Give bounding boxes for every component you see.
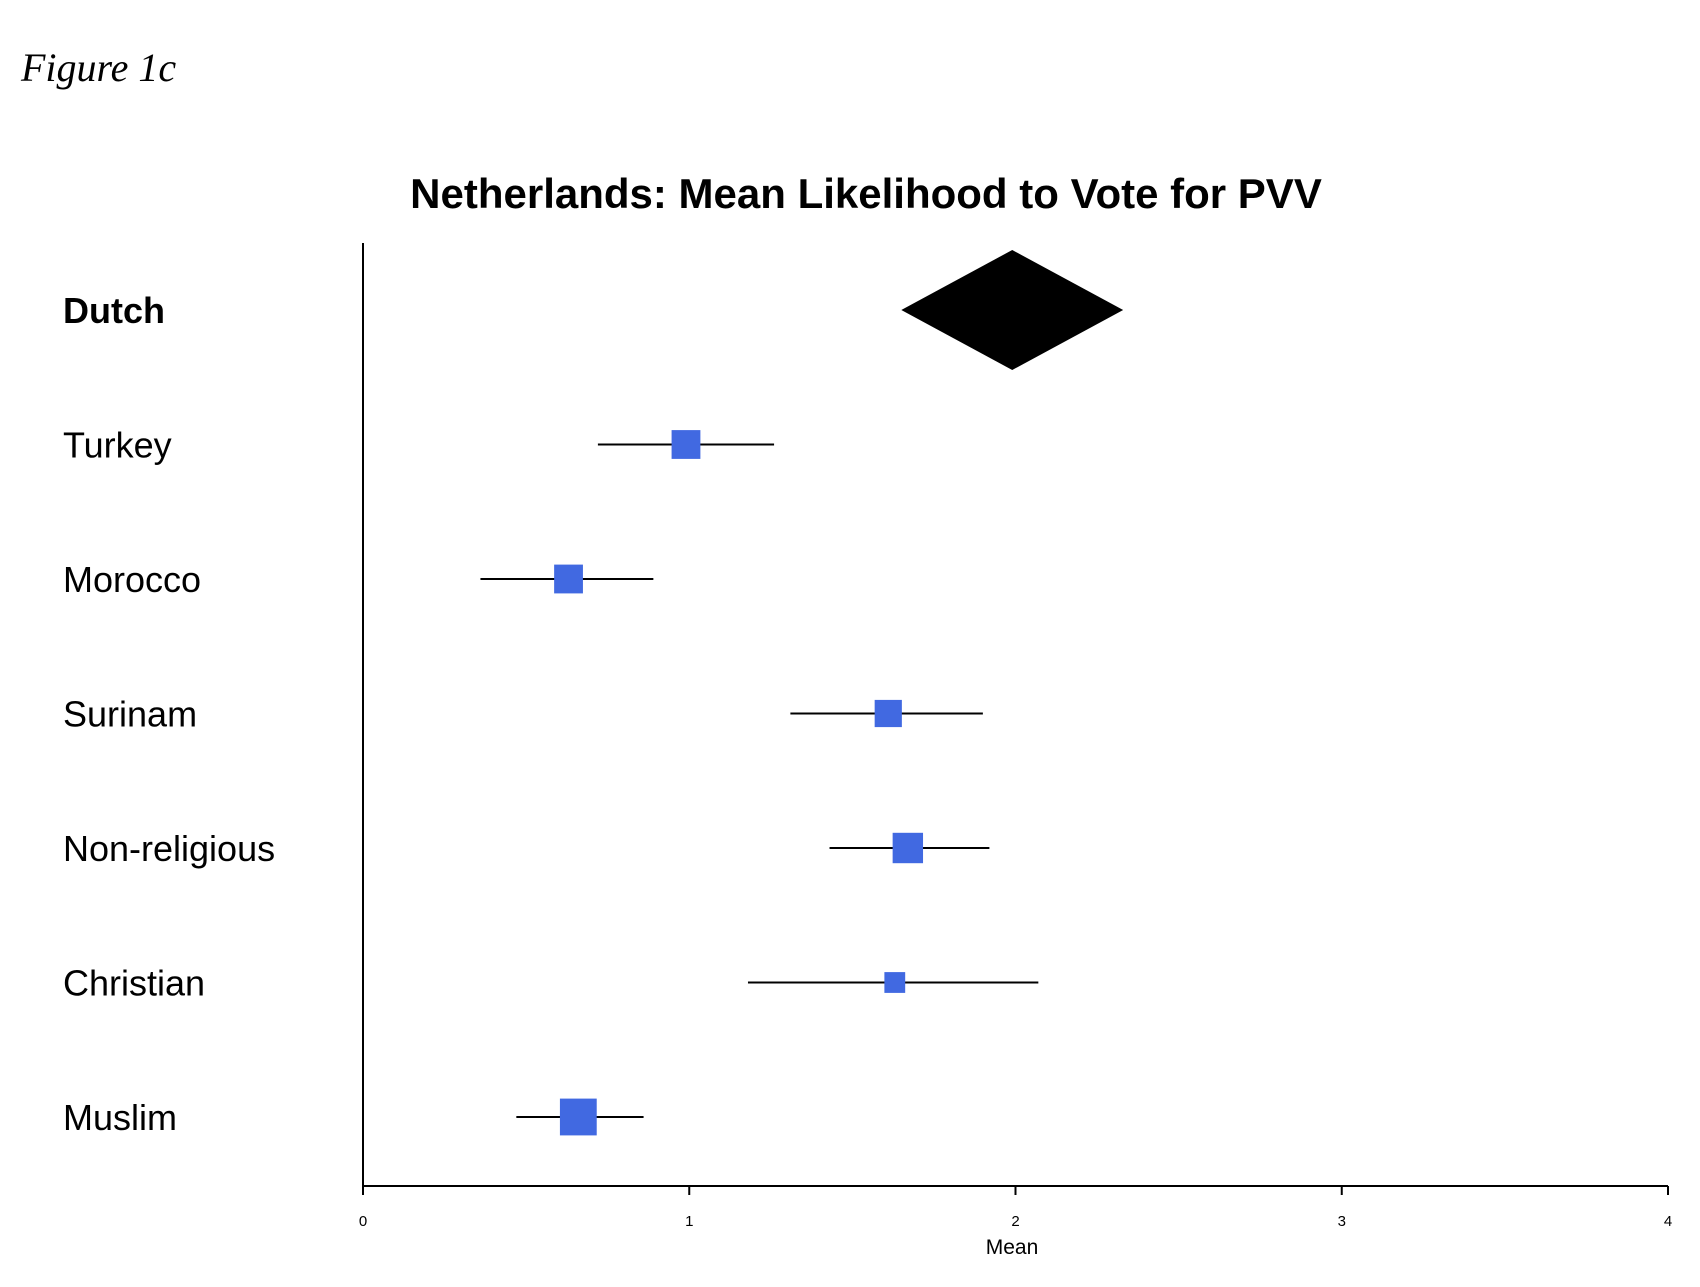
- point-estimate-non-religious: [892, 832, 924, 864]
- row-label-turkey: Turkey: [63, 425, 172, 466]
- row-label-surinam: Surinam: [63, 694, 197, 735]
- row-label-dutch: Dutch: [63, 290, 165, 331]
- x-axis-title: Mean: [986, 1236, 1039, 1259]
- point-estimate-christian: [884, 972, 906, 993]
- x-tick-label-2: 2: [1011, 1213, 1019, 1230]
- row-label-christian: Christian: [63, 963, 205, 1004]
- figure-label: Figure 1c: [21, 45, 177, 90]
- x-tick-label-1: 1: [685, 1213, 693, 1230]
- row-labels: Dutch Turkey Morocco Surinam Non-religious Ch…: [63, 290, 275, 1138]
- x-axis-ticks: 0 1 2 3 4: [359, 1186, 1672, 1230]
- chart-title: Netherlands: Mean Likelihood to Vote for…: [410, 170, 1322, 217]
- point-estimate-morocco: [554, 564, 583, 594]
- x-tick-label-3: 3: [1338, 1213, 1346, 1230]
- row-label-morocco: Morocco: [63, 559, 201, 600]
- chart-marks: [480, 250, 1124, 1136]
- x-tick-label-4: 4: [1664, 1213, 1672, 1230]
- summary-diamond-dutch: [901, 250, 1124, 370]
- row-label-non-religious: Non-religious: [63, 828, 275, 869]
- x-tick-label-0: 0: [359, 1213, 367, 1230]
- point-estimate-muslim: [559, 1098, 597, 1136]
- point-estimate-turkey: [671, 430, 701, 459]
- row-label-muslim: Muslim: [63, 1097, 177, 1138]
- point-estimate-surinam: [874, 699, 902, 728]
